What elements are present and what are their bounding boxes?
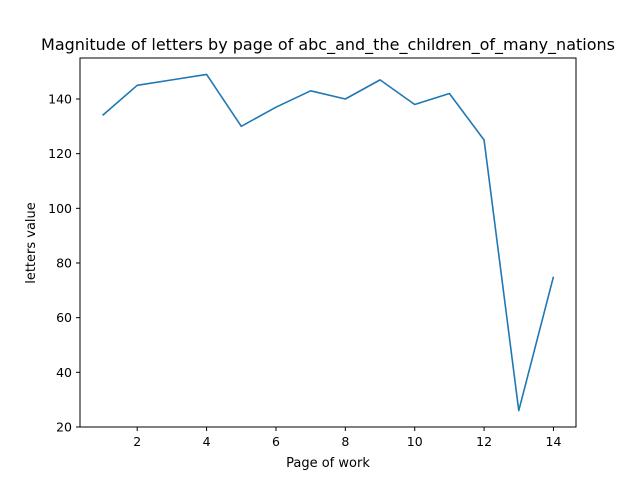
x-tick-label: 6	[272, 434, 280, 449]
y-axis-label: letters value	[24, 202, 39, 284]
x-axis-label: Page of work	[286, 456, 370, 471]
y-tick-label: 100	[48, 201, 72, 216]
x-tick-label: 8	[341, 434, 349, 449]
y-tick-label: 20	[56, 420, 72, 435]
x-tick-label: 2	[133, 434, 141, 449]
y-tick-label: 80	[56, 256, 72, 271]
plot-area-frame	[79, 57, 577, 428]
y-tick-label: 140	[48, 92, 72, 107]
series-line	[102, 73, 555, 412]
y-tick-label: 40	[56, 365, 72, 380]
x-tick-label: 10	[407, 434, 423, 449]
x-axis: 2 4 6 8 10 12 14	[133, 427, 561, 449]
x-tick-label: 4	[203, 434, 211, 449]
x-tick-label: 14	[546, 434, 562, 449]
series-layer	[102, 73, 555, 412]
y-tick-label: 120	[48, 146, 72, 161]
y-axis: 20 40 60 80 100 120 140	[48, 92, 80, 435]
chart-title: Magnitude of letters by page of abc_and_…	[41, 35, 615, 55]
y-tick-label: 60	[56, 310, 72, 325]
x-tick-label: 12	[476, 434, 492, 449]
